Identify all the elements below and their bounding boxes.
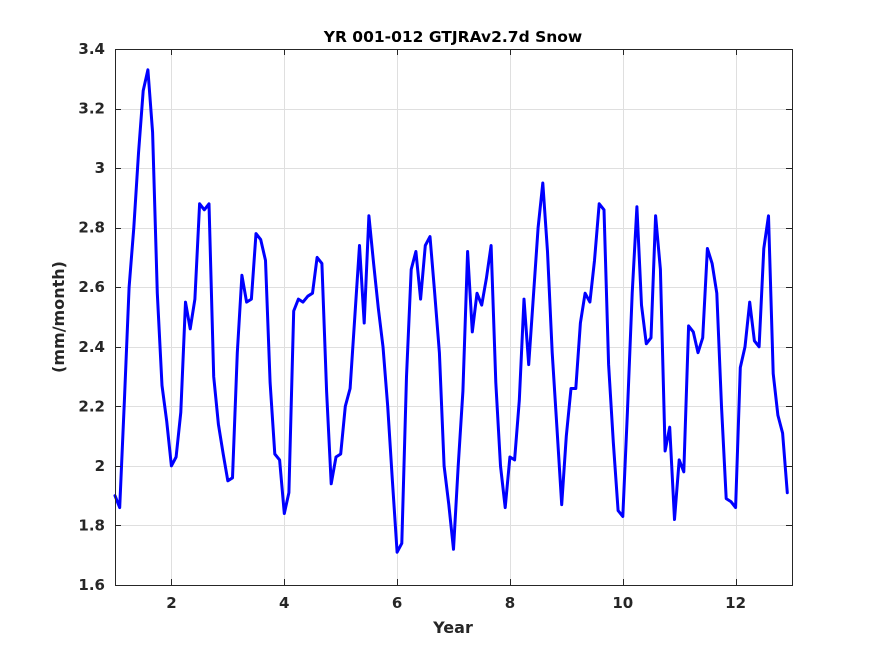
y-tick-label: 3.4 (78, 40, 105, 58)
x-tick-label: 6 (392, 594, 402, 612)
y-tick-label: 3 (95, 159, 105, 177)
tick-labels: 2 4 6 8 10 12 1.6 1.8 2 2.2 2.4 2.6 2.8 3 3.2 3.4 (78, 40, 746, 612)
series-line (113, 68, 789, 554)
plot-background (115, 49, 792, 585)
x-tick-label: 8 (505, 594, 515, 612)
plot-frame (115, 49, 793, 586)
y-tick-label: 2.2 (78, 397, 105, 415)
y-tick-label: 1.6 (78, 576, 105, 594)
y-tick-label: 2.4 (78, 338, 105, 356)
x-tick-label: 2 (166, 594, 176, 612)
chart-title: YR 001-012 GTJRAv2.7d Snow (323, 28, 582, 46)
y-tick-label: 1.8 (78, 516, 105, 534)
y-axis-label: (mm/month) (49, 261, 68, 373)
x-tick-label: 4 (279, 594, 289, 612)
y-tick-label: 2.8 (78, 219, 105, 237)
x-axis-label: Year (432, 618, 473, 637)
x-tick-label: 12 (725, 594, 746, 612)
y-tick-label: 2.6 (78, 278, 105, 296)
y-tick-label: 2 (95, 457, 105, 475)
x-tick-label: 10 (612, 594, 633, 612)
y-tick-label: 3.2 (78, 100, 105, 118)
ticks (115, 49, 792, 586)
data-layer (113, 68, 789, 554)
grid (115, 49, 792, 586)
